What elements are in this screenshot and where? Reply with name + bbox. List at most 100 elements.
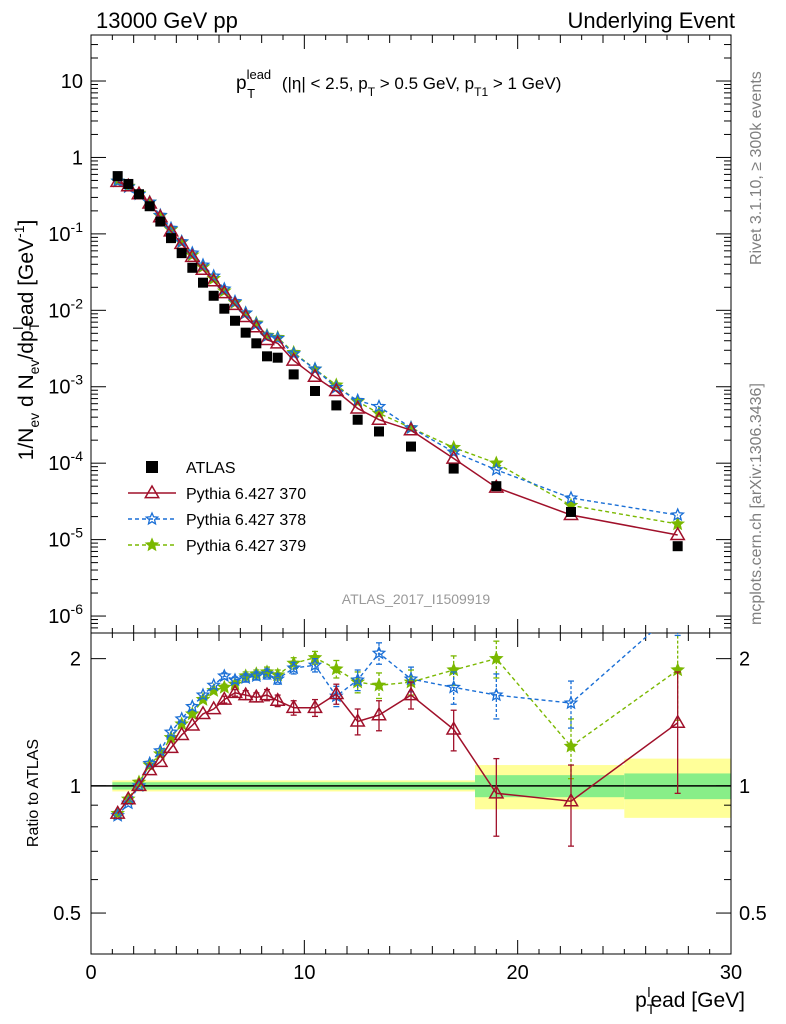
point-p378 bbox=[307, 361, 323, 376]
ratio-point-p370 bbox=[173, 726, 190, 741]
ratio-point-p370 bbox=[307, 699, 323, 714]
main-plot-area bbox=[109, 171, 686, 552]
point-data bbox=[219, 303, 230, 314]
ratio-point-p370 bbox=[488, 784, 505, 799]
ratio-y-tick-label-right: 2 bbox=[739, 649, 750, 671]
ratio-point-p378 bbox=[184, 698, 200, 713]
ratio-point-p370 bbox=[248, 688, 265, 703]
legend-label: Pythia 6.427 378 bbox=[186, 512, 306, 529]
legend-label: ATLAS bbox=[186, 460, 236, 477]
y-tick-label: 10-4 bbox=[48, 448, 83, 475]
ratio-point-p378 bbox=[206, 677, 222, 692]
main-panel: 10-6 10-5 10-4 10-3 10-2 10-1 1 10 bbox=[48, 34, 732, 634]
ratio-point-p370 bbox=[120, 790, 137, 805]
point-p378 bbox=[270, 330, 285, 345]
ratio-point-p379 bbox=[371, 677, 387, 692]
y-axis-title-ratio: Ratio to ATLAS bbox=[25, 739, 42, 847]
point-p370 bbox=[184, 248, 201, 263]
point-data bbox=[491, 481, 502, 492]
x-tick-label: 30 bbox=[720, 962, 742, 984]
ratio-point-p378 bbox=[563, 695, 579, 710]
ratio-point-p378 bbox=[286, 660, 302, 675]
point-data bbox=[155, 216, 166, 227]
legend-entry-p378: Pythia 6.427 378 bbox=[128, 511, 306, 529]
ratio-point-p370 bbox=[184, 716, 201, 731]
x-tick-label: 10 bbox=[293, 962, 315, 984]
ratio-point-p370 bbox=[563, 792, 579, 807]
cut-label-rest-1: (|η| < 2.5, p bbox=[277, 74, 368, 93]
ratio-point-p379 bbox=[216, 679, 232, 694]
legend-marker-p379 bbox=[144, 537, 160, 552]
ratio-point-p378 bbox=[174, 711, 189, 726]
ratio-point-p378 bbox=[163, 724, 179, 739]
point-data bbox=[166, 233, 176, 244]
point-data bbox=[230, 315, 240, 326]
point-data bbox=[144, 201, 155, 212]
y-tick-label: 10 bbox=[61, 71, 83, 93]
ratio-panel: 0 10 20 30 0.5 0.5 1 1 2 2 bbox=[53, 632, 767, 984]
ratio-plot-area bbox=[109, 633, 686, 847]
point-p378 bbox=[488, 462, 504, 476]
y-tick-label: 10-3 bbox=[48, 372, 83, 399]
point-data bbox=[251, 338, 262, 349]
point-data bbox=[406, 441, 416, 452]
point-p378 bbox=[371, 398, 387, 413]
ratio-point-p379 bbox=[329, 661, 344, 676]
rivet-label: Rivet 3.1.10, ≥ 300k events bbox=[748, 71, 765, 265]
ratio-y-tick-label-right: 1 bbox=[739, 776, 750, 798]
legend-marker-p378 bbox=[144, 511, 160, 526]
point-data bbox=[123, 178, 134, 189]
point-p370 bbox=[669, 526, 686, 541]
ratio-y-tick-label: 0.5 bbox=[53, 903, 81, 925]
ratio-point-p378 bbox=[488, 687, 504, 702]
point-data bbox=[208, 290, 219, 301]
ratio-point-p378 bbox=[131, 778, 147, 793]
point-data bbox=[331, 400, 342, 411]
point-p378 bbox=[195, 257, 211, 272]
point-p378 bbox=[446, 444, 462, 459]
cut-label-p: p bbox=[236, 73, 247, 94]
ratio-point-p370 bbox=[371, 706, 387, 721]
header-left: 13000 GeV pp bbox=[96, 8, 238, 33]
ratio-uncertainty-band bbox=[112, 758, 731, 818]
analysis-watermark: ATLAS_2017_I1509919 bbox=[342, 591, 491, 607]
point-p370 bbox=[259, 331, 275, 346]
ratio-point-p370 bbox=[269, 692, 286, 707]
ratio-point-p370 bbox=[237, 686, 254, 701]
legend-entry-p379: Pythia 6.427 379 bbox=[128, 537, 306, 555]
ratio-point-p370 bbox=[141, 761, 158, 776]
y-tick-label: 10-2 bbox=[48, 295, 83, 322]
x-axis-title: pTlead [GeV] bbox=[635, 984, 745, 1017]
ratio-point-p378 bbox=[142, 755, 157, 770]
ratio-point-p370 bbox=[328, 685, 345, 700]
ratio-point-p370 bbox=[349, 713, 366, 727]
y-tick-label: 10-5 bbox=[48, 525, 83, 552]
legend-label: Pythia 6.427 379 bbox=[186, 538, 306, 555]
ratio-point-p370 bbox=[669, 714, 686, 729]
ratio-point-p378 bbox=[446, 679, 462, 694]
ratio-point-p370 bbox=[285, 699, 302, 714]
ratio-point-p370 bbox=[445, 720, 462, 735]
cut-label-sub-t: T bbox=[368, 85, 376, 99]
y-tick-label: 1 bbox=[72, 147, 83, 169]
point-p370 bbox=[194, 261, 212, 275]
cut-label-sub-t1: T1 bbox=[474, 85, 488, 99]
point-p370 bbox=[216, 284, 233, 299]
ratio-point-p370 bbox=[109, 804, 126, 819]
point-data bbox=[134, 189, 144, 200]
point-data bbox=[262, 351, 272, 362]
ratio-y-tick-label: 1 bbox=[70, 776, 81, 798]
x-tick-label: 0 bbox=[85, 962, 96, 984]
ratio-point-p370 bbox=[403, 686, 419, 701]
ratio-point-p370 bbox=[205, 700, 222, 715]
series-line-p370 bbox=[117, 181, 678, 536]
point-data bbox=[448, 463, 459, 474]
x-tick-label: 20 bbox=[507, 962, 529, 984]
y-tick-label: 10-1 bbox=[48, 219, 83, 246]
ratio-point-p379 bbox=[563, 738, 579, 753]
point-p370 bbox=[445, 449, 462, 464]
point-p378 bbox=[670, 507, 686, 522]
point-p370 bbox=[349, 400, 366, 414]
point-p378 bbox=[563, 490, 579, 505]
point-data bbox=[272, 352, 283, 363]
